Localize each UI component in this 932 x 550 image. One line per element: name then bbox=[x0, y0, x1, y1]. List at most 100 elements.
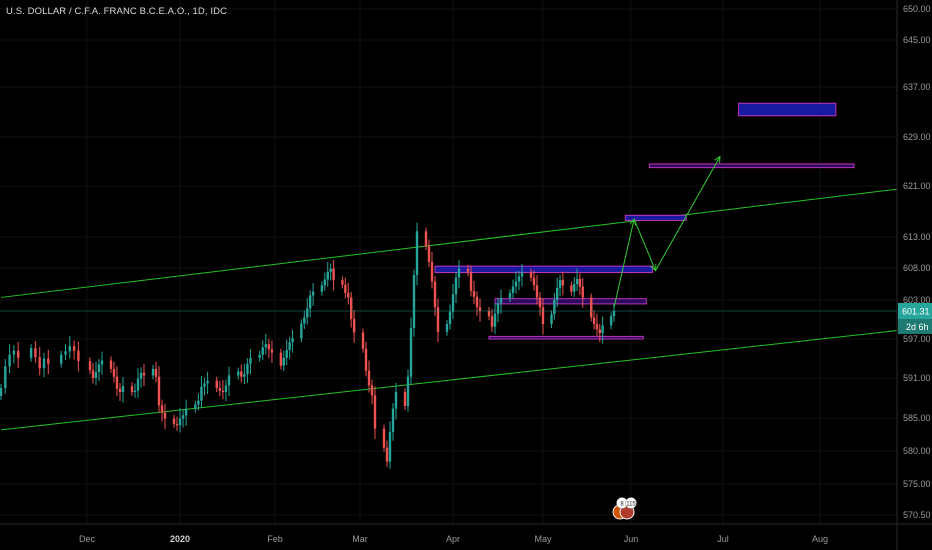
candle-body bbox=[288, 342, 291, 351]
zone-top[interactable] bbox=[738, 102, 837, 117]
candle bbox=[154, 361, 158, 383]
candle bbox=[279, 348, 283, 370]
candle-body bbox=[578, 278, 582, 287]
candle bbox=[112, 361, 116, 383]
candle bbox=[237, 367, 240, 380]
candle-body bbox=[490, 316, 494, 327]
zone-breakout[interactable] bbox=[624, 214, 687, 221]
candle bbox=[550, 310, 553, 328]
candle bbox=[454, 272, 458, 303]
candle-body bbox=[121, 386, 125, 392]
candle-body bbox=[29, 348, 33, 358]
candle bbox=[306, 298, 309, 325]
candle-body bbox=[466, 268, 470, 273]
candle-body bbox=[493, 313, 497, 327]
candle bbox=[412, 269, 416, 337]
candle-body bbox=[249, 357, 252, 364]
candle bbox=[570, 281, 573, 296]
candle-body bbox=[561, 280, 565, 286]
time-tick-label: Aug bbox=[812, 534, 828, 544]
candle-body bbox=[88, 361, 92, 371]
candle-body bbox=[184, 408, 188, 416]
candle-body bbox=[601, 325, 604, 334]
candle bbox=[181, 409, 185, 428]
zone-support[interactable] bbox=[488, 335, 644, 340]
candle bbox=[472, 280, 476, 304]
candle-body bbox=[130, 386, 134, 392]
candle bbox=[288, 336, 291, 359]
candle-body bbox=[406, 376, 410, 406]
candle bbox=[64, 344, 67, 361]
projection-arrow[interactable] bbox=[633, 218, 655, 270]
event-count-badge[interactable] bbox=[625, 497, 637, 509]
candle-body bbox=[175, 423, 179, 426]
candle-body bbox=[347, 292, 350, 298]
last-price-label: 601.31 bbox=[902, 306, 930, 316]
candle bbox=[592, 310, 596, 330]
candle bbox=[475, 291, 479, 316]
candle-body bbox=[291, 338, 294, 343]
candle-body bbox=[160, 405, 164, 413]
candle bbox=[466, 264, 470, 277]
candle bbox=[97, 358, 101, 381]
event-markers[interactable]: 8 115 bbox=[612, 497, 637, 520]
candle bbox=[121, 377, 125, 403]
candle bbox=[532, 270, 536, 291]
candle-body bbox=[445, 324, 449, 332]
candle bbox=[320, 281, 324, 296]
candle bbox=[291, 329, 294, 353]
candle bbox=[490, 309, 494, 333]
candle bbox=[595, 313, 599, 337]
candle bbox=[406, 369, 410, 412]
projection-arrow[interactable] bbox=[613, 219, 634, 308]
zone-mid[interactable] bbox=[494, 298, 647, 305]
candle-body bbox=[227, 375, 231, 386]
candle bbox=[341, 276, 344, 289]
candle bbox=[12, 345, 16, 364]
candle bbox=[344, 277, 347, 299]
candle bbox=[430, 251, 434, 289]
candle bbox=[224, 379, 228, 401]
trendline-lower[interactable] bbox=[0, 330, 898, 431]
candle-body bbox=[0, 388, 3, 396]
candle-body bbox=[538, 297, 542, 308]
candle-body bbox=[72, 346, 76, 351]
candle-body bbox=[136, 378, 140, 391]
projection-arrow[interactable] bbox=[655, 157, 720, 271]
trendline-upper[interactable] bbox=[0, 188, 898, 298]
candle-body bbox=[415, 231, 419, 276]
time-axis[interactable]: Dec 2020 Feb Mar Apr May Jun Jul Aug bbox=[0, 523, 932, 544]
candle-body bbox=[412, 275, 416, 328]
candle bbox=[409, 317, 413, 384]
candle-body bbox=[367, 370, 371, 386]
candle bbox=[457, 260, 461, 288]
candle-body bbox=[270, 349, 274, 353]
candle-body bbox=[221, 390, 225, 392]
candle-body bbox=[68, 346, 71, 352]
candle bbox=[590, 293, 593, 322]
candle bbox=[227, 366, 231, 396]
candle bbox=[469, 265, 473, 297]
candle-body bbox=[508, 292, 512, 299]
candle-body bbox=[8, 354, 11, 367]
candle-body bbox=[430, 261, 434, 282]
candle bbox=[300, 319, 303, 343]
candle bbox=[136, 368, 140, 398]
price-axis[interactable]: 650.00 645.00 637.00 629.00 621.00 613.00 608.… bbox=[896, 0, 931, 550]
candle-body bbox=[550, 314, 553, 325]
candle-body bbox=[285, 350, 288, 358]
candle-body bbox=[172, 418, 176, 424]
candle-body bbox=[472, 291, 476, 297]
trendlines bbox=[0, 188, 898, 431]
candle bbox=[246, 358, 249, 383]
candle bbox=[382, 424, 386, 452]
candle-body bbox=[115, 376, 119, 389]
candle-body bbox=[391, 408, 395, 432]
candle-body bbox=[203, 383, 206, 387]
candle bbox=[133, 383, 137, 398]
candle bbox=[508, 289, 512, 302]
time-tick-label: 2020 bbox=[170, 534, 190, 544]
zone-target[interactable] bbox=[648, 163, 855, 169]
candle bbox=[206, 371, 209, 394]
